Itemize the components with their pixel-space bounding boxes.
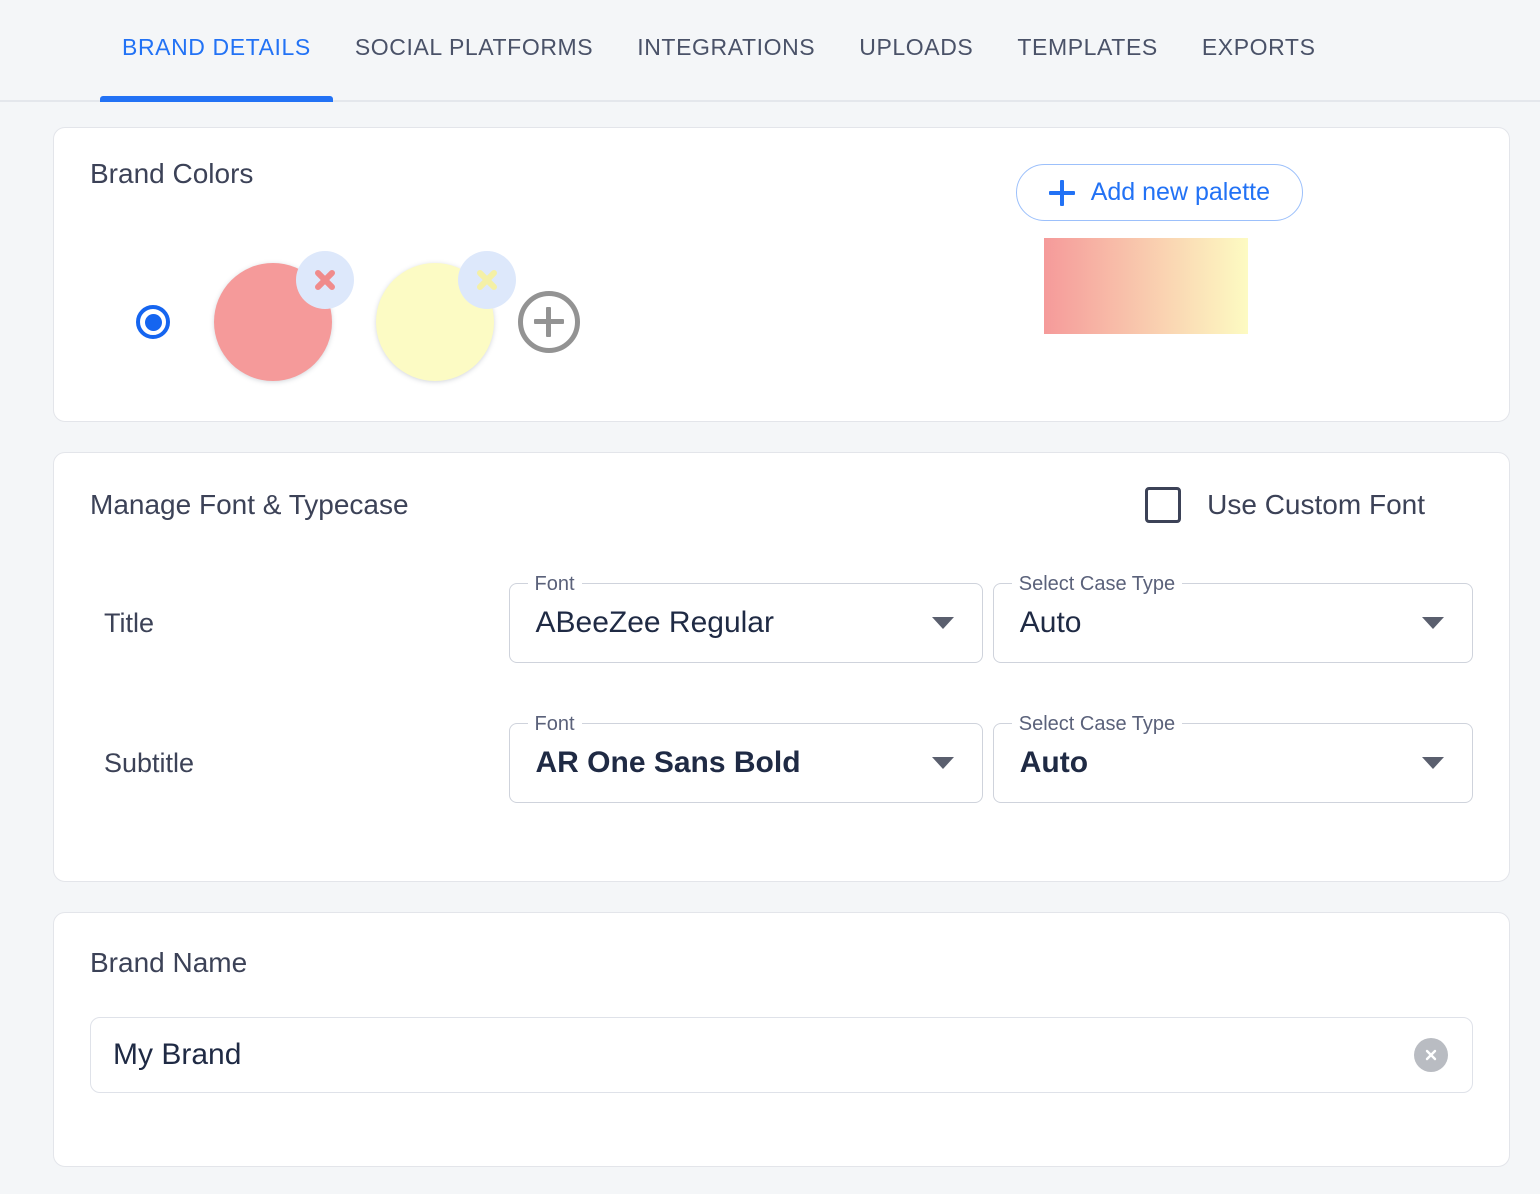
clear-brand-name-button[interactable] xyxy=(1414,1038,1448,1072)
use-custom-font-toggle[interactable]: Use Custom Font xyxy=(1145,487,1425,523)
chevron-down-icon xyxy=(931,757,954,769)
title-font-value: ABeeZee Regular xyxy=(535,606,774,639)
subtitle-font-select[interactable]: Font AR One Sans Bold xyxy=(508,711,983,803)
chevron-down-icon xyxy=(1421,757,1444,769)
field-legend: Font xyxy=(527,571,582,597)
brand-name-title: Brand Name xyxy=(90,947,248,978)
font-row-subtitle: Subtitle Font AR One Sans Bold Select Ca… xyxy=(90,711,1473,803)
brand-colors-card: Brand Colors Add new palette xyxy=(53,127,1510,422)
tab-exports[interactable]: EXPORTS xyxy=(1180,0,1338,102)
chevron-down-icon xyxy=(931,617,954,629)
subtitle-font-value: AR One Sans Bold xyxy=(535,746,801,779)
manage-font-header: Manage Font & Typecase Use Custom Font xyxy=(90,487,1473,523)
close-icon xyxy=(477,270,497,290)
palette-radio-button[interactable] xyxy=(136,305,170,339)
close-circle-icon xyxy=(1425,1049,1437,1061)
font-row-label: Subtitle xyxy=(104,747,195,778)
color-swatch-item xyxy=(376,251,516,381)
checkbox-icon[interactable] xyxy=(1145,487,1182,523)
brand-name-input-wrapper xyxy=(90,1017,1473,1093)
tab-label: SOCIAL PLATFORMS xyxy=(354,34,594,60)
chevron-down-icon xyxy=(1421,617,1444,629)
title-case-select[interactable]: Select Case Type Auto xyxy=(992,571,1473,663)
page-content: Brand Colors Add new palette xyxy=(0,102,1540,1167)
plus-icon xyxy=(1048,179,1075,206)
tab-social-platforms[interactable]: SOCIAL PLATFORMS xyxy=(333,0,615,102)
field-legend: Select Case Type xyxy=(1011,571,1183,597)
palette-row xyxy=(90,251,1473,381)
manage-font-title: Manage Font & Typecase xyxy=(90,489,409,520)
remove-swatch-button[interactable] xyxy=(458,251,516,309)
brand-colors-header: Brand Colors Add new palette xyxy=(90,158,1473,221)
close-icon xyxy=(315,270,335,290)
font-row-title: Title Font ABeeZee Regular Select Case T… xyxy=(90,571,1473,663)
subtitle-case-select[interactable]: Select Case Type Auto xyxy=(992,711,1473,803)
field-legend: Select Case Type xyxy=(1011,711,1183,737)
tab-uploads[interactable]: UPLOADS xyxy=(837,0,995,102)
title-font-select[interactable]: Font ABeeZee Regular xyxy=(508,571,983,663)
brand-name-input[interactable] xyxy=(91,1018,1472,1092)
font-row-label: Title xyxy=(104,607,155,638)
tab-label: UPLOADS xyxy=(859,34,974,60)
palette-radio-dot xyxy=(144,313,162,331)
tab-label: EXPORTS xyxy=(1201,34,1316,60)
manage-font-card: Manage Font & Typecase Use Custom Font T… xyxy=(53,452,1510,882)
tab-brand-details[interactable]: BRAND DETAILS xyxy=(100,0,333,102)
tab-label: TEMPLATES xyxy=(1017,34,1158,60)
add-new-palette-button[interactable]: Add new palette xyxy=(1015,164,1303,221)
title-case-value: Auto xyxy=(1019,606,1082,639)
tab-integrations[interactable]: INTEGRATIONS xyxy=(615,0,837,102)
use-custom-font-label: Use Custom Font xyxy=(1207,489,1425,520)
brand-name-card: Brand Name xyxy=(53,912,1510,1167)
color-swatch-item xyxy=(214,251,354,381)
add-color-swatch-button[interactable] xyxy=(518,291,580,353)
tab-bar: BRAND DETAILS SOCIAL PLATFORMS INTEGRATI… xyxy=(0,0,1540,102)
tab-label: INTEGRATIONS xyxy=(637,34,816,60)
active-tab-indicator xyxy=(100,96,333,102)
brand-colors-title: Brand Colors xyxy=(90,158,254,189)
remove-swatch-button[interactable] xyxy=(296,251,354,309)
tab-list: BRAND DETAILS SOCIAL PLATFORMS INTEGRATI… xyxy=(0,0,1540,102)
tab-bar-divider xyxy=(0,100,1540,102)
tab-label: BRAND DETAILS xyxy=(122,34,311,60)
tab-templates[interactable]: TEMPLATES xyxy=(995,0,1179,102)
subtitle-case-value: Auto xyxy=(1019,746,1089,779)
field-legend: Font xyxy=(527,711,582,737)
add-new-palette-label: Add new palette xyxy=(1090,178,1270,206)
palette-gradient-preview xyxy=(1044,238,1248,334)
